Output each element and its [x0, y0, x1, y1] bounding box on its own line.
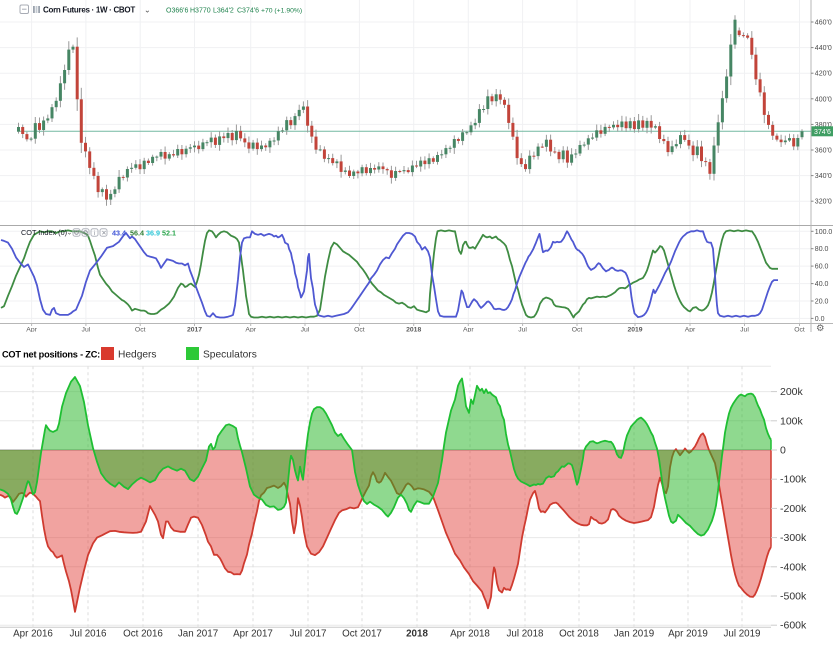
svg-text:+70 (+1.90%): +70 (+1.90%): [261, 7, 302, 14]
svg-text:O366'6: O366'6: [166, 7, 188, 14]
svg-text:100.0: 100.0: [815, 229, 833, 236]
svg-text:2017: 2017: [187, 326, 202, 332]
svg-text:2018: 2018: [406, 326, 421, 332]
svg-text:40.0: 40.0: [815, 281, 829, 288]
svg-text:⌄: ⌄: [144, 5, 151, 14]
svg-text:Apr: Apr: [245, 326, 256, 332]
svg-text:-300k: -300k: [780, 532, 807, 544]
svg-text:Jul: Jul: [301, 326, 310, 332]
svg-text:C374'6: C374'6: [237, 7, 259, 14]
svg-text:Jul 2018: Jul 2018: [506, 629, 544, 640]
svg-text:COT net positions - ZC:: COT net positions - ZC:: [2, 350, 100, 360]
svg-text:Apr 2019: Apr 2019: [668, 629, 708, 640]
svg-text:320'0: 320'0: [815, 199, 832, 206]
svg-text:L364'2: L364'2: [213, 7, 234, 14]
svg-text:Oct: Oct: [572, 326, 583, 332]
svg-text:-100k: -100k: [780, 474, 807, 486]
svg-text:Hedgers: Hedgers: [118, 350, 157, 361]
svg-text:Apr: Apr: [685, 326, 696, 332]
svg-text:20.0: 20.0: [815, 299, 829, 306]
svg-text:Oct: Oct: [135, 326, 146, 332]
svg-text:60.0: 60.0: [815, 264, 829, 271]
svg-text:-200k: -200k: [780, 503, 807, 515]
svg-text:Apr 2017: Apr 2017: [233, 629, 273, 640]
svg-text:0: 0: [780, 445, 786, 457]
svg-text:H3770: H3770: [190, 7, 211, 14]
svg-text:460'0: 460'0: [815, 20, 832, 27]
svg-text:56.4: 56.4: [130, 229, 144, 238]
svg-text:360'0: 360'0: [815, 148, 832, 155]
svg-text:Jul 2019: Jul 2019: [723, 629, 760, 640]
svg-text:52.1: 52.1: [162, 229, 176, 238]
svg-text:400'0: 400'0: [815, 96, 832, 103]
svg-text:43.4: 43.4: [112, 229, 126, 238]
svg-text:Jul: Jul: [82, 326, 91, 332]
svg-text:Speculators: Speculators: [203, 350, 257, 361]
svg-text:420'0: 420'0: [815, 71, 832, 78]
svg-text:COT Index (0): COT Index (0): [21, 228, 67, 237]
svg-text:340'0: 340'0: [815, 173, 832, 180]
svg-text:Corn Futures · 1W · CBOT: Corn Futures · 1W · CBOT: [43, 5, 135, 14]
svg-text:Apr: Apr: [463, 326, 474, 332]
svg-text:⌄: ⌄: [67, 230, 73, 237]
svg-text:374'6: 374'6: [814, 129, 831, 136]
svg-text:80.0: 80.0: [815, 246, 829, 253]
svg-text:Oct: Oct: [794, 326, 805, 332]
svg-text:⚙: ⚙: [816, 323, 825, 332]
svg-text:✕: ✕: [101, 230, 106, 237]
svg-text:Oct 2018: Oct 2018: [559, 629, 599, 640]
svg-text:440'0: 440'0: [815, 45, 832, 52]
svg-text:Apr 2018: Apr 2018: [450, 629, 490, 640]
svg-text:-400k: -400k: [780, 561, 807, 573]
svg-text:-500k: -500k: [780, 591, 807, 603]
svg-text:Jul: Jul: [518, 326, 527, 332]
svg-text:-600k: -600k: [780, 620, 807, 632]
svg-text:380'0: 380'0: [815, 122, 832, 129]
svg-text:Jul 2016: Jul 2016: [69, 629, 107, 640]
svg-text:Jan 2017: Jan 2017: [178, 629, 218, 640]
svg-text:Oct: Oct: [354, 326, 365, 332]
svg-text:Jul 2017: Jul 2017: [289, 629, 326, 640]
svg-text:0.0: 0.0: [815, 316, 825, 323]
svg-text:i: i: [94, 230, 95, 237]
svg-text:Apr 2016: Apr 2016: [13, 629, 53, 640]
svg-text:Apr: Apr: [26, 326, 37, 332]
svg-text:Jan 2019: Jan 2019: [614, 629, 654, 640]
svg-text:2019: 2019: [627, 326, 642, 332]
svg-text:Oct 2017: Oct 2017: [342, 629, 382, 640]
svg-text:Jul: Jul: [740, 326, 749, 332]
svg-text:100k: 100k: [780, 415, 804, 427]
svg-text:36.9: 36.9: [146, 229, 160, 238]
svg-text:2018: 2018: [406, 629, 428, 640]
svg-text:200k: 200k: [780, 386, 804, 398]
svg-text:Oct 2016: Oct 2016: [123, 629, 163, 640]
